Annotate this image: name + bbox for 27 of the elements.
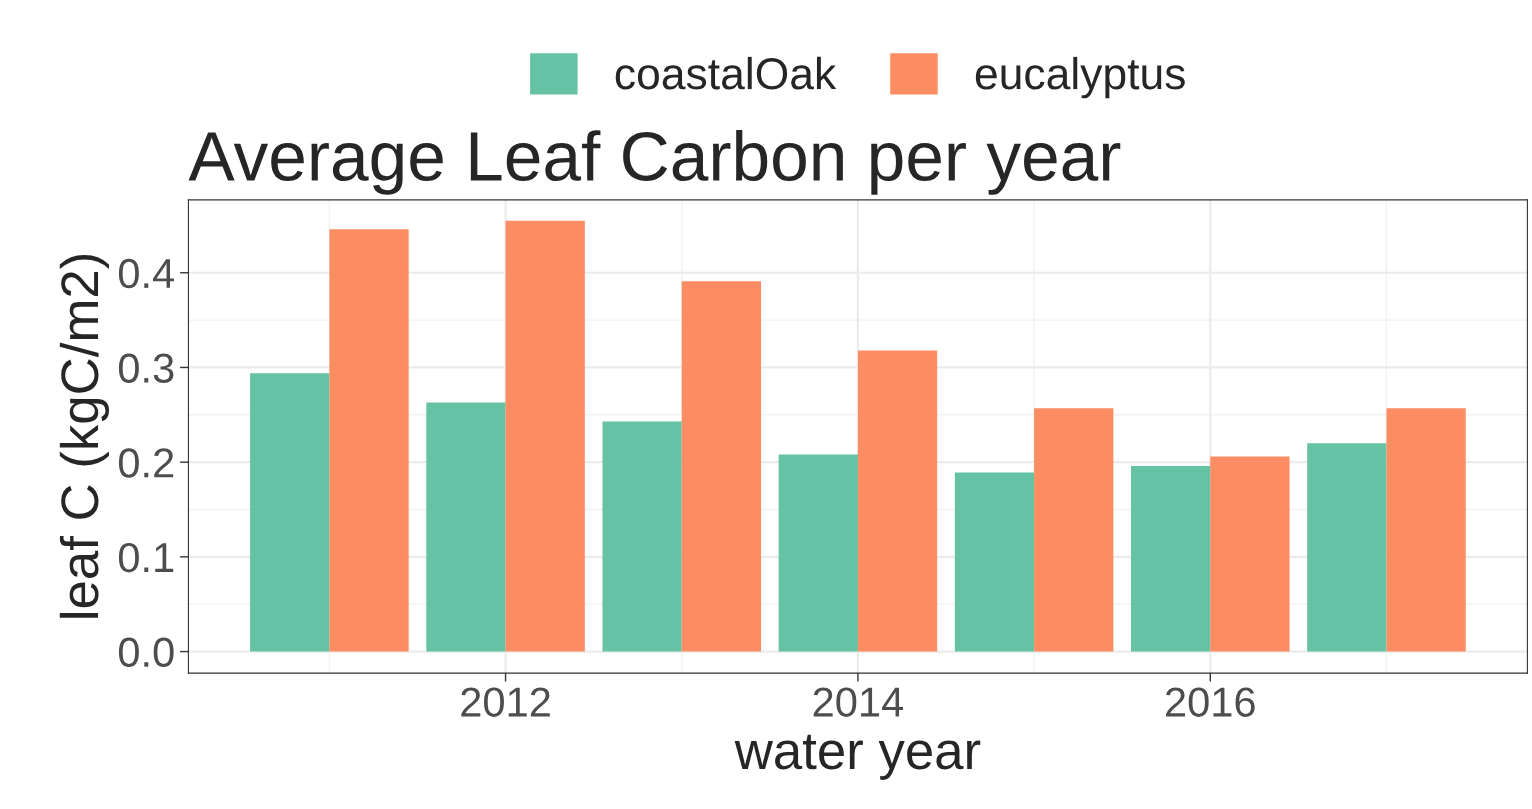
bar xyxy=(1386,408,1466,652)
bar xyxy=(857,350,938,652)
bar xyxy=(1034,408,1114,652)
y-tick-label: 0.3 xyxy=(118,353,174,383)
bar xyxy=(1307,443,1387,652)
bar xyxy=(250,373,330,652)
bar xyxy=(954,472,1035,652)
bar xyxy=(778,454,858,652)
x-tick-label: 2012 xyxy=(461,687,550,717)
y-tick-label: 0.4 xyxy=(118,258,175,289)
legend-label: coastalOak xyxy=(615,56,837,90)
bar xyxy=(1131,465,1211,652)
bar xyxy=(602,421,682,652)
bar xyxy=(1210,456,1290,652)
x-tick-label: 2014 xyxy=(813,687,904,717)
legend-label: eucalyptus xyxy=(975,56,1185,99)
y-axis-title: leaf C (kgC/m2) xyxy=(59,254,109,618)
bar xyxy=(505,220,585,652)
y-tick-label: 0.2 xyxy=(118,448,174,478)
chart-title: Average Leaf Carbon per year xyxy=(188,130,1121,195)
y-tick-label: 0.1 xyxy=(118,542,174,573)
bar xyxy=(426,402,506,652)
y-tick-label: 0.0 xyxy=(118,637,174,668)
bar xyxy=(329,229,409,652)
x-tick-label: 2016 xyxy=(1166,687,1255,717)
x-axis-title: water year xyxy=(734,734,981,780)
bar xyxy=(681,281,762,652)
